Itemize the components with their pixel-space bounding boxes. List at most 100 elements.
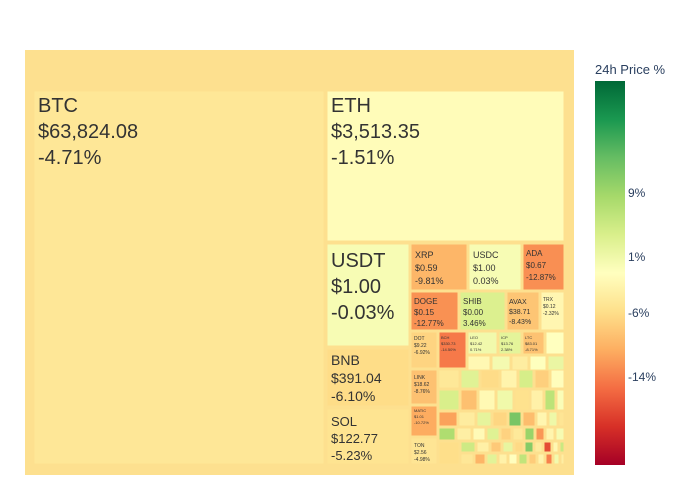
tile-label-shib: SHIB $0.00 3.46% <box>463 297 486 328</box>
tile-doge[interactable] <box>410 291 459 331</box>
tile-minor-12[interactable] <box>534 369 550 389</box>
tile-label-dot: DOT $9.22 -6.92% <box>414 336 430 356</box>
tile-minor-4[interactable] <box>511 355 529 371</box>
tile-minor-42[interactable] <box>460 441 476 453</box>
tile-label-btc: BTC $63,824.08 -4.71% <box>38 95 138 169</box>
tile-minor-32[interactable] <box>456 427 472 441</box>
tile-label-usdt: USDT $1.00 -0.03% <box>331 250 395 324</box>
tile-ton[interactable] <box>410 437 438 465</box>
tile-minor-26[interactable] <box>508 411 522 427</box>
colorbar-tick-label: 1% <box>628 250 646 264</box>
tile-dot[interactable] <box>410 331 438 369</box>
tile-usdt[interactable] <box>326 243 410 347</box>
tile-minor-48[interactable] <box>534 441 543 453</box>
tile-minor-41[interactable] <box>438 441 460 465</box>
colorbar-tick-label: 9% <box>628 186 646 200</box>
tile-minor-9[interactable] <box>480 369 500 389</box>
tile-minor-21[interactable] <box>556 389 565 411</box>
tile-minor-28[interactable] <box>536 411 548 427</box>
tile-label-bch: BCH $330.73 -14.50% <box>441 335 456 352</box>
tile-minor-24[interactable] <box>476 411 492 427</box>
tile-matic[interactable] <box>410 405 438 437</box>
tile-minor-51[interactable] <box>559 441 565 453</box>
tile-minor-56[interactable] <box>508 453 518 465</box>
tile-icp[interactable] <box>498 331 522 355</box>
tile-minor-3[interactable] <box>491 355 511 371</box>
tile-minor-53[interactable] <box>474 453 486 465</box>
tile-avax[interactable] <box>506 291 540 331</box>
tile-minor-37[interactable] <box>524 427 535 441</box>
tile-trx[interactable] <box>540 291 565 331</box>
tile-minor-30[interactable] <box>558 411 565 427</box>
tile-minor-19[interactable] <box>530 389 544 411</box>
tile-minor-36[interactable] <box>512 427 524 441</box>
tile-label-sol: SOL $122.77 -5.23% <box>331 414 378 463</box>
tile-bnb[interactable] <box>326 348 410 407</box>
colorbar-gradient <box>595 81 625 465</box>
tile-minor-20[interactable] <box>544 389 556 411</box>
tile-minor-15[interactable] <box>460 389 478 411</box>
tile-minor-5[interactable] <box>529 355 547 371</box>
tile-minor-50[interactable] <box>552 441 559 453</box>
tile-minor-44[interactable] <box>490 441 502 453</box>
tile-minor-35[interactable] <box>500 427 512 441</box>
tile-minor-43[interactable] <box>476 441 490 453</box>
tile-minor-39[interactable] <box>545 427 555 441</box>
tile-minor-23[interactable] <box>458 411 476 427</box>
tile-btc[interactable] <box>33 90 325 465</box>
tile-minor-25[interactable] <box>492 411 508 427</box>
tile-minor-18[interactable] <box>514 389 530 411</box>
tile-label-ton: TON $2.56 -4.98% <box>414 443 430 463</box>
tile-minor-8[interactable] <box>460 369 480 389</box>
tile-label-trx: TRX $0.12 -2.32% <box>543 297 559 317</box>
tile-minor-61[interactable] <box>553 453 560 465</box>
tile-minor-13[interactable] <box>550 369 565 389</box>
tile-minor-14[interactable] <box>438 389 460 411</box>
tile-bch[interactable] <box>438 331 467 369</box>
tile-label-usdc: USDC $1.00 0.03% <box>473 250 499 286</box>
tile-minor-62[interactable] <box>560 453 565 465</box>
tile-minor-33[interactable] <box>472 427 486 441</box>
tile-ltc[interactable] <box>522 331 545 355</box>
tile-minor-45[interactable] <box>502 441 514 453</box>
tile-minor-17[interactable] <box>496 389 514 411</box>
tile-shib[interactable] <box>459 291 506 331</box>
tile-ada[interactable] <box>522 243 565 291</box>
tile-minor-6[interactable] <box>547 355 565 371</box>
tile-minor-57[interactable] <box>518 453 528 465</box>
tile-xrp[interactable] <box>410 243 468 291</box>
tile-minor-29[interactable] <box>548 411 558 427</box>
tile-minor-40[interactable] <box>555 427 565 441</box>
tile-minor-31[interactable] <box>438 427 456 441</box>
tile-minor-34[interactable] <box>486 427 500 441</box>
tile-minor-11[interactable] <box>518 369 534 389</box>
colorbar-tick-label: -14% <box>628 370 656 384</box>
tile-minor-47[interactable] <box>524 441 534 453</box>
tile-minor-55[interactable] <box>498 453 508 465</box>
tile-minor-10[interactable] <box>500 369 518 389</box>
tile-leo[interactable] <box>467 331 498 355</box>
tile-usdc[interactable] <box>468 243 522 291</box>
tile-label-ada: ADA $0.67 -12.87% <box>526 249 556 282</box>
tile-label-avax: AVAX $38.71 -8.43% <box>509 299 531 326</box>
tile-label-xrp: XRP $0.59 -9.81% <box>415 250 444 286</box>
tile-minor-59[interactable] <box>537 453 545 465</box>
tile-minor-1[interactable] <box>545 331 565 355</box>
tile-minor-49[interactable] <box>543 441 552 453</box>
tile-minor-52[interactable] <box>460 453 474 465</box>
tile-minor-58[interactable] <box>528 453 537 465</box>
tile-sol[interactable] <box>326 408 410 465</box>
tile-eth[interactable] <box>326 90 565 242</box>
tile-minor-2[interactable] <box>467 355 491 371</box>
tile-minor-22[interactable] <box>438 411 458 427</box>
tile-link[interactable] <box>410 369 438 405</box>
tile-minor-46[interactable] <box>514 441 524 453</box>
tile-minor-7[interactable] <box>438 369 460 389</box>
tile-label-bnb: BNB $391.04 -6.10% <box>331 352 382 404</box>
tile-minor-38[interactable] <box>535 427 545 441</box>
tile-minor-27[interactable] <box>522 411 536 427</box>
tile-minor-54[interactable] <box>486 453 498 465</box>
tile-minor-60[interactable] <box>545 453 553 465</box>
tile-minor-16[interactable] <box>478 389 496 411</box>
